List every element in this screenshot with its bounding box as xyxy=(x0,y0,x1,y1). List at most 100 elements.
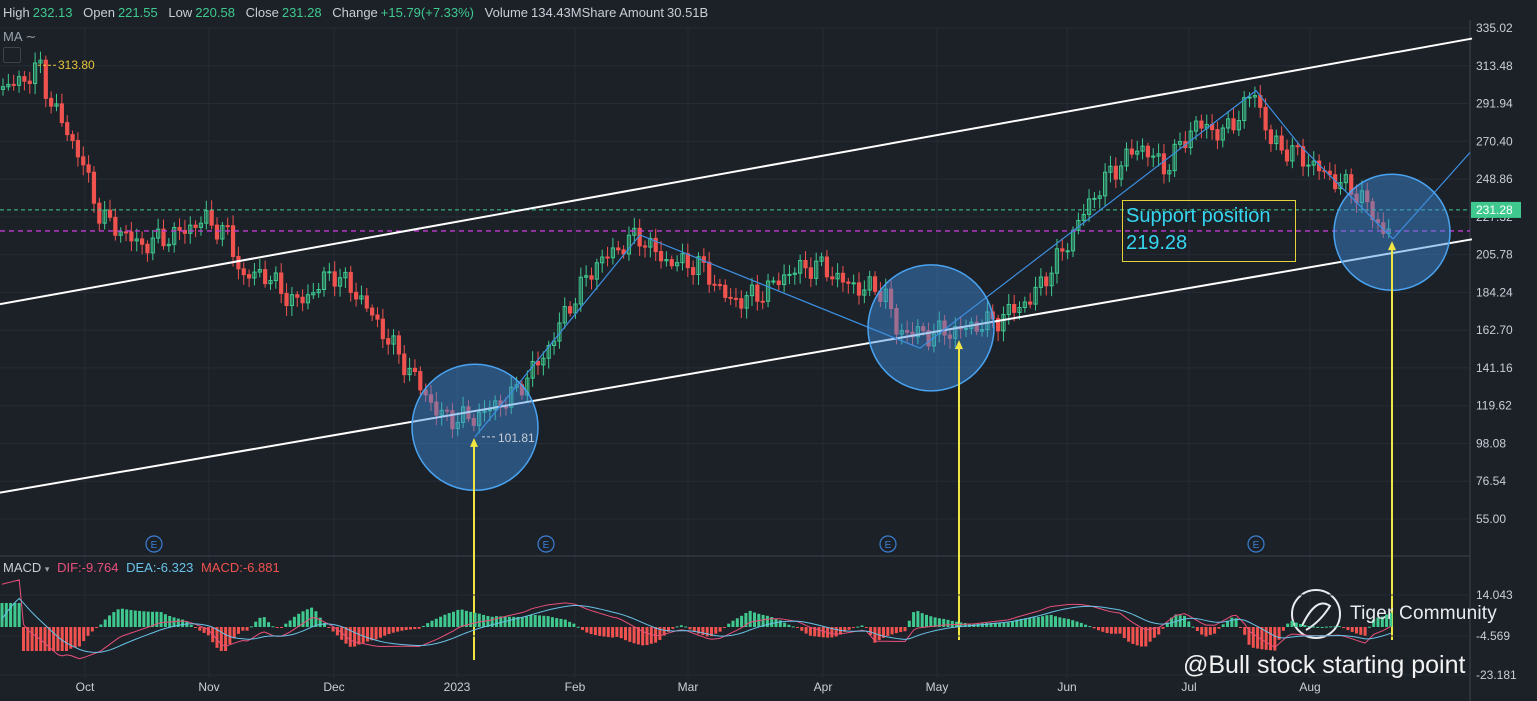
support-value: 219.28 xyxy=(1126,232,1188,254)
macd-histogram-bar xyxy=(697,627,701,634)
macd-histogram-bar xyxy=(280,627,283,628)
macd-histogram-bar xyxy=(1355,627,1358,634)
macd-histogram-bar xyxy=(292,616,296,627)
candle-body xyxy=(402,353,407,376)
macd-histogram-bar xyxy=(26,627,30,651)
candle-body xyxy=(771,280,776,283)
macd-histogram-bar xyxy=(753,612,756,627)
macd-histogram-bar xyxy=(701,627,705,636)
candle-body xyxy=(872,276,878,292)
candle-body xyxy=(1151,155,1156,158)
macd-histogram-bar xyxy=(1075,621,1079,627)
macd-histogram-bar xyxy=(710,627,713,637)
macd-dif-line xyxy=(1,579,1392,660)
candle-body xyxy=(279,272,284,294)
macd-histogram-bar xyxy=(550,617,554,627)
candle-body xyxy=(300,296,305,304)
macd-histogram-bar xyxy=(318,617,322,627)
candle-body xyxy=(1343,174,1348,184)
macd-histogram-bar xyxy=(151,611,154,627)
visibility-icon[interactable]: ∼ xyxy=(25,29,37,44)
macd-dif: DIF:-9.764 xyxy=(57,560,119,575)
change-value: +15.79(+7.33%) xyxy=(380,5,475,20)
candle-body xyxy=(712,283,717,286)
macd-histogram-bar xyxy=(864,627,868,628)
candle-body xyxy=(835,272,840,280)
indicator-selector[interactable]: MA ∼ xyxy=(3,29,36,45)
date-tick-label: Mar xyxy=(678,680,699,694)
candle-body xyxy=(814,260,819,279)
macd-histogram-bar xyxy=(469,611,473,627)
candle-body xyxy=(1359,190,1365,203)
candle-body xyxy=(225,225,230,228)
candle-body xyxy=(455,421,460,430)
date-tick-label: May xyxy=(926,680,949,694)
macd-histogram-bar xyxy=(13,603,17,627)
candle-body xyxy=(1199,120,1204,129)
candle-body xyxy=(749,284,755,297)
support-annotation: Support position 219.28 xyxy=(1122,200,1296,262)
candle-body xyxy=(1135,150,1140,155)
candle-body xyxy=(1097,195,1102,199)
macd-histogram-bar xyxy=(1105,627,1109,634)
macd-histogram-bar xyxy=(1324,626,1328,628)
earnings-marker xyxy=(537,535,555,553)
macd-histogram-bar xyxy=(1243,627,1247,635)
macd-histogram-bar xyxy=(692,627,696,632)
macd-histogram-bar xyxy=(624,627,627,641)
macd-dropdown-icon[interactable]: ▾ xyxy=(44,564,50,574)
candle-body xyxy=(11,83,16,86)
macd-histogram-bar xyxy=(649,627,653,644)
candle-body xyxy=(669,259,674,267)
macd-histogram-bar xyxy=(1264,627,1268,650)
macd-histogram-bar xyxy=(1191,626,1195,628)
macd-histogram-bar xyxy=(1251,627,1255,648)
macd-histogram-bar xyxy=(1342,627,1346,629)
macd-histogram-bar xyxy=(1277,627,1281,640)
candle-body xyxy=(1236,120,1241,131)
candle-body xyxy=(535,360,541,366)
macd-histogram-bar xyxy=(1281,627,1285,631)
candle-body xyxy=(1103,171,1108,197)
collapse-toggle[interactable] xyxy=(3,47,21,63)
macd-histogram-bar xyxy=(1028,617,1032,627)
candle-body xyxy=(1279,135,1284,151)
macd-histogram-bar xyxy=(258,617,262,627)
macd-histogram-bar xyxy=(963,623,967,627)
candle-body xyxy=(140,238,145,245)
macd-histogram-bar xyxy=(142,611,146,627)
candle-body xyxy=(578,276,583,305)
candle-body xyxy=(899,330,904,335)
candle-body xyxy=(471,418,476,426)
last-price-tag xyxy=(1471,201,1521,218)
macd-histogram-bar xyxy=(1234,618,1238,627)
macd-histogram-bar xyxy=(1346,627,1350,631)
candle-body xyxy=(621,249,626,255)
macd-histogram-bar xyxy=(882,627,885,638)
macd-histogram-bar xyxy=(722,627,726,628)
macd-histogram-bar xyxy=(555,618,559,627)
candle-body xyxy=(118,231,123,236)
macd-histogram-bar xyxy=(495,616,498,627)
macd-histogram-bar xyxy=(400,627,404,631)
macd-histogram-bar xyxy=(1372,619,1376,627)
candle-body xyxy=(1215,129,1220,141)
macd-histogram-bar xyxy=(1299,623,1303,627)
macd-histogram-bar xyxy=(998,622,1002,627)
candle-body xyxy=(787,273,792,276)
macd-histogram-bar xyxy=(69,627,73,649)
macd-histogram-bar xyxy=(430,620,434,627)
candle-body xyxy=(840,272,846,283)
candle-body xyxy=(765,280,771,302)
macd-histogram-bar xyxy=(830,627,834,638)
macd-histogram-bar xyxy=(288,620,292,627)
candle-body xyxy=(482,410,487,413)
macd-histogram-bar xyxy=(1058,617,1062,627)
candle-body xyxy=(1167,170,1172,175)
candle-body xyxy=(696,256,701,275)
low-value: 220.58 xyxy=(195,5,235,20)
macd-name[interactable]: MACD xyxy=(3,560,42,575)
candle-body xyxy=(386,338,391,345)
candle-body xyxy=(653,237,658,253)
